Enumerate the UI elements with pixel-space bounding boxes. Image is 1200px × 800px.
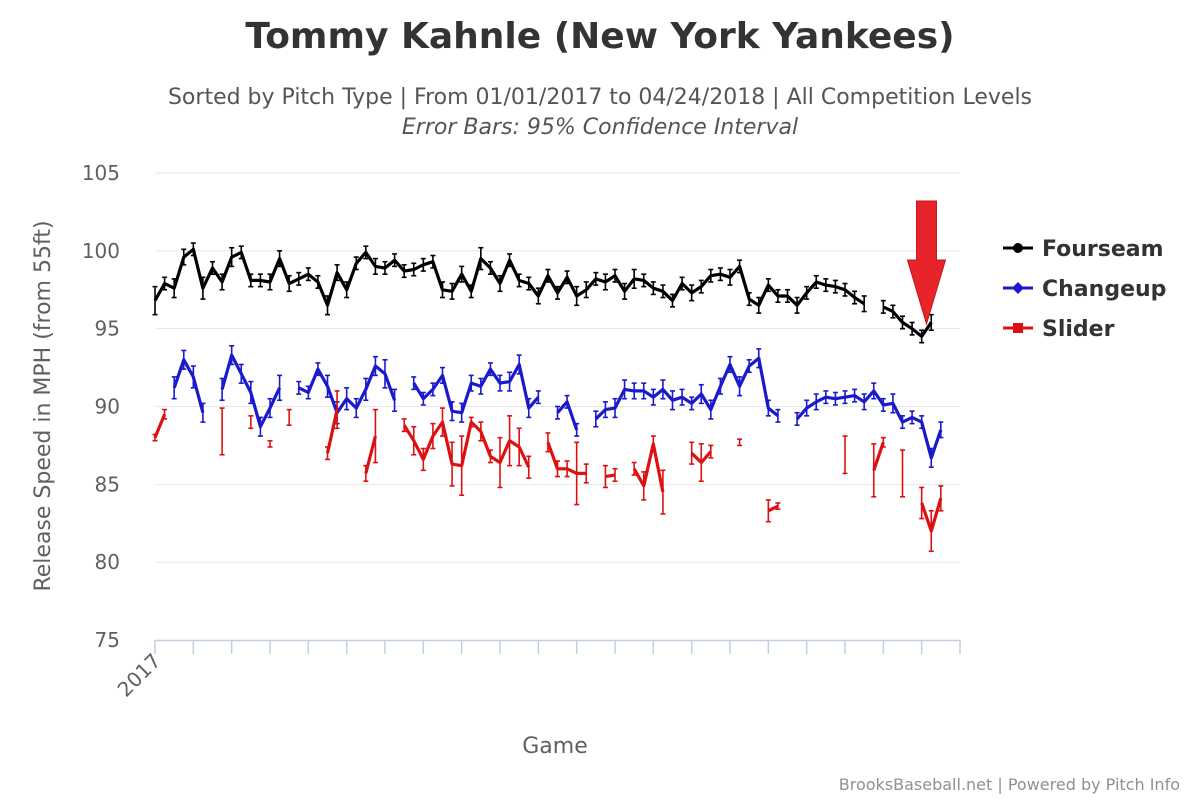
series-fourseam [152, 242, 934, 344]
changeup-line [172, 358, 205, 414]
slider-line [632, 442, 665, 493]
chart-subtitle-error-bars: Error Bars: 95% Confidence Interval [402, 115, 798, 140]
y-tick-label: 100 [82, 239, 120, 263]
slider-line [402, 420, 531, 468]
series-changeup [171, 344, 944, 469]
series-layer [152, 242, 944, 553]
y-tick-label: 80 [95, 550, 120, 574]
x-axis-title: Game [522, 734, 588, 759]
x-tick-label: 2017 [113, 649, 166, 702]
legend-marker-fourseam [1013, 243, 1023, 253]
changeup-line [594, 356, 779, 421]
chart-title: Tommy Kahnle (New York Yankees) [245, 16, 954, 57]
legend-label-slider: Slider [1042, 317, 1115, 342]
y-axis-title: Release Speed in MPH (from 55ft) [31, 220, 56, 591]
legend-marker-slider [1013, 323, 1023, 333]
slider-line [767, 504, 779, 513]
series-slider [152, 390, 944, 553]
slider-line [325, 409, 339, 454]
chart-subtitle: Sorted by Pitch Type | From 01/01/2017 t… [168, 85, 1032, 110]
changeup-line [412, 362, 540, 415]
legend[interactable]: Fourseam Changeup Slider [1003, 237, 1166, 342]
legend-item-changeup[interactable]: Changeup [1003, 277, 1166, 302]
y-tick-label: 75 [95, 628, 120, 652]
changeup-line [795, 389, 943, 460]
legend-label-fourseam: Fourseam [1042, 237, 1164, 262]
y-axis-ticks: 75 80 85 90 95 100 105 [82, 161, 120, 652]
red-arrow [906, 200, 947, 326]
y-tick-label: 105 [82, 161, 120, 185]
y-tick-label: 90 [95, 395, 120, 419]
legend-item-fourseam[interactable]: Fourseam [1003, 237, 1164, 262]
slider-line [605, 473, 616, 479]
legend-marker-changeup [1012, 282, 1024, 294]
y-tick-label: 85 [95, 472, 120, 496]
y-tick-label: 95 [95, 317, 120, 341]
grid-lines [155, 172, 960, 563]
legend-label-changeup: Changeup [1042, 277, 1166, 302]
slider-line [364, 435, 377, 474]
fourseam-line [882, 305, 933, 338]
x-axis: 2017 [113, 639, 961, 702]
credits[interactable]: BrooksBaseball.net | Powered by Pitch In… [839, 775, 1180, 794]
legend-item-slider[interactable]: Slider [1003, 317, 1115, 342]
annotation-arrow [906, 200, 947, 326]
